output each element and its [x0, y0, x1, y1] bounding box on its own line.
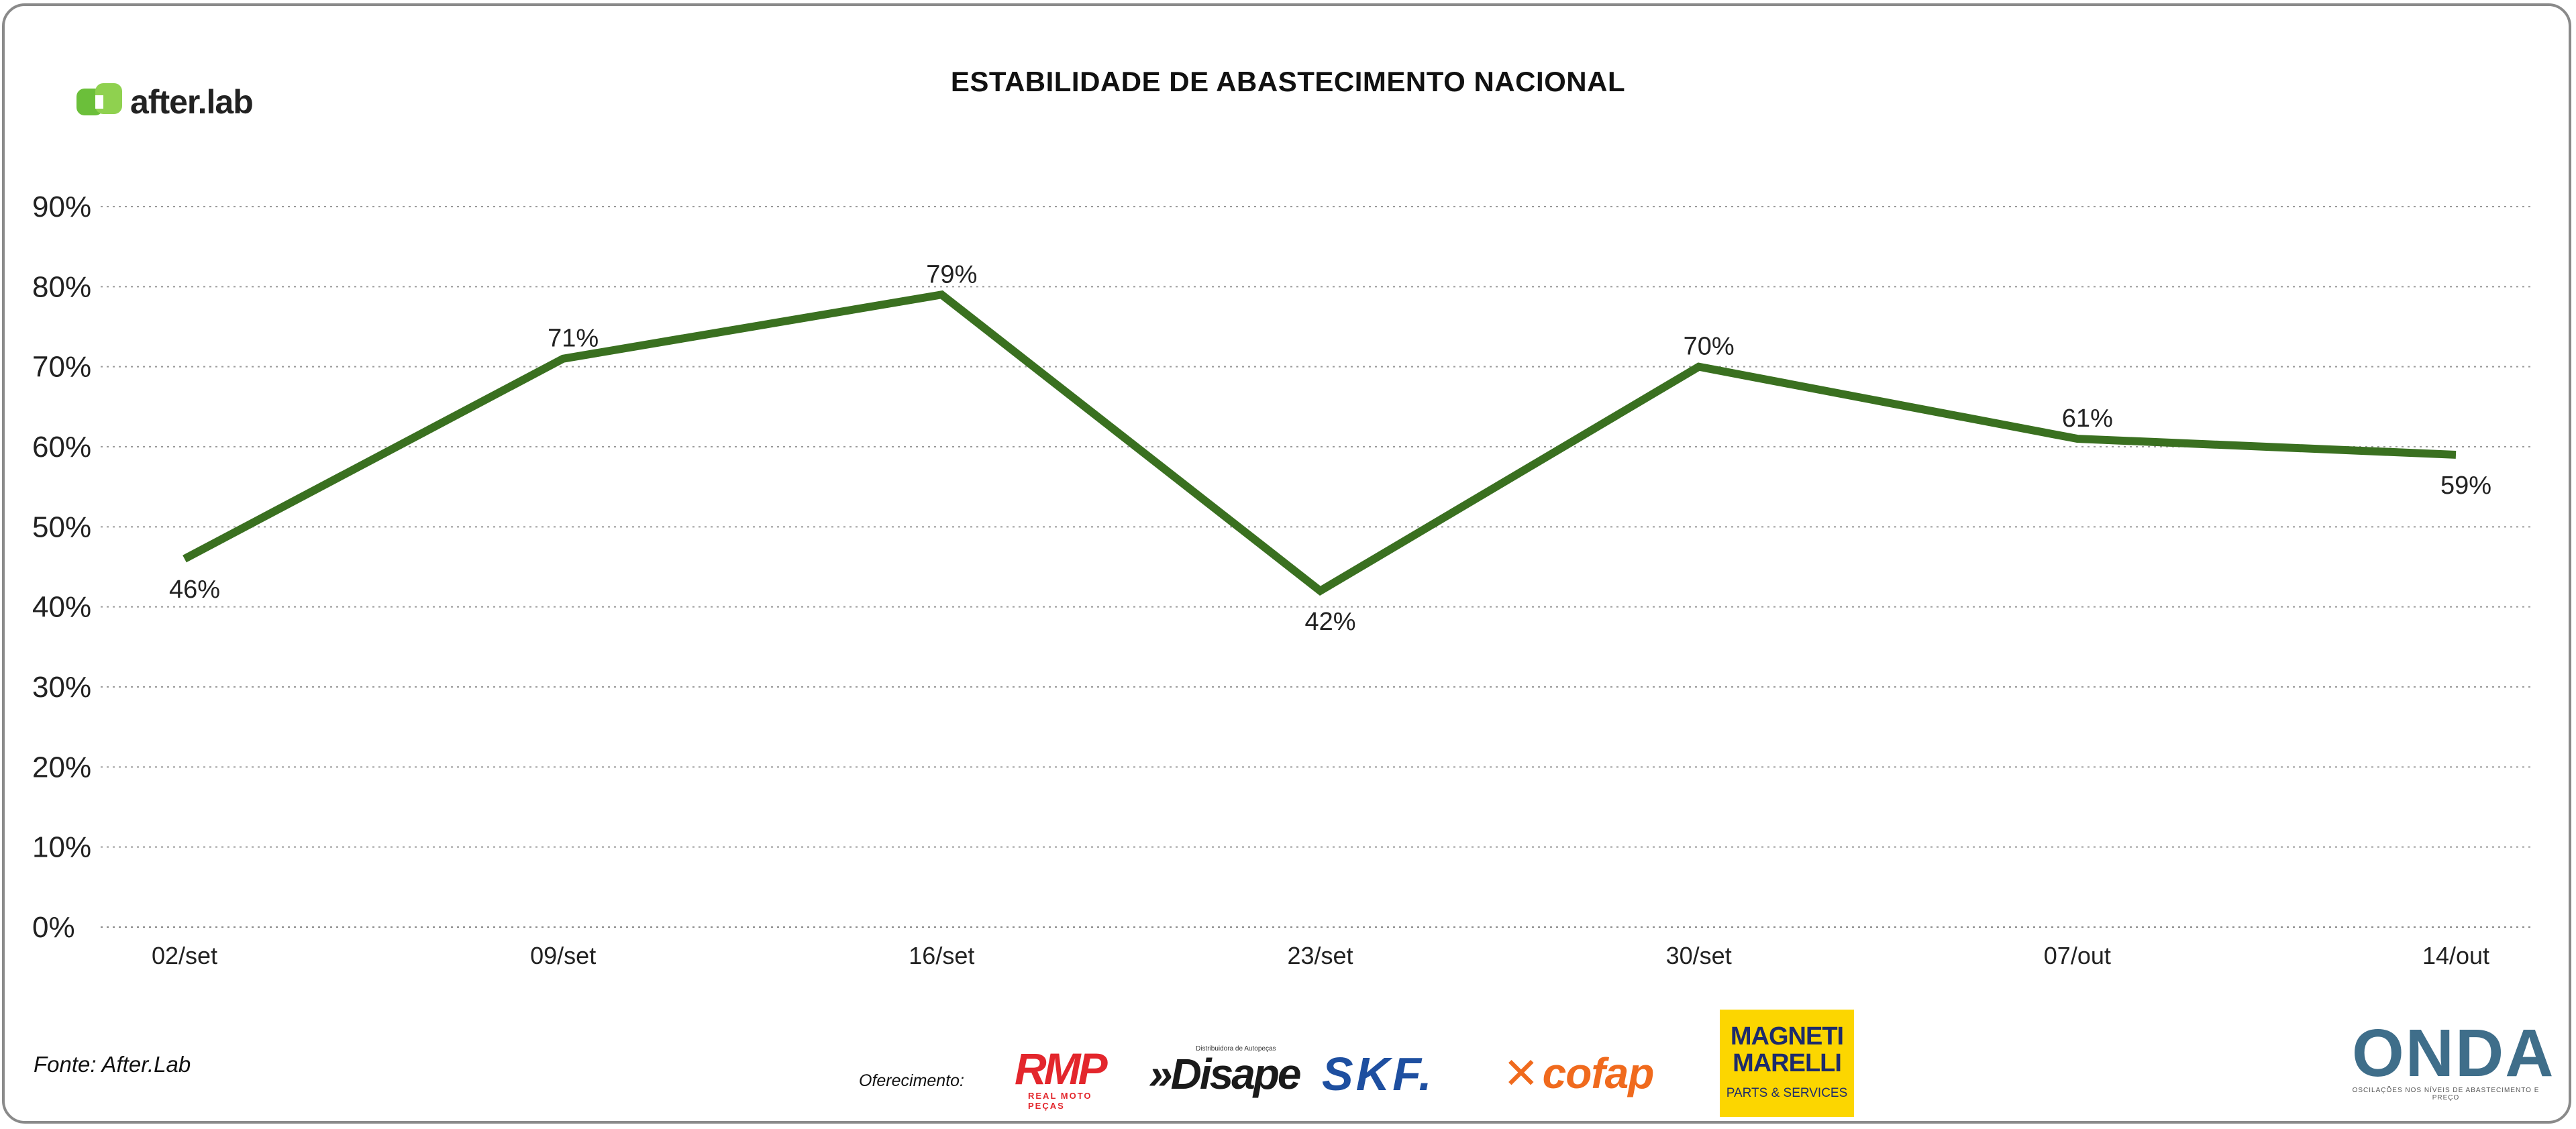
y-tick-label: 40%	[32, 591, 91, 624]
x-tick-label: 07/out	[2044, 942, 2111, 969]
cofap-mark-icon: ✕	[1503, 1049, 1539, 1097]
chart-title: ESTABILIDADE DE ABASTECIMENTO NACIONAL	[950, 66, 1626, 97]
y-tick-label: 30%	[32, 671, 91, 704]
x-tick-label: 30/set	[1666, 942, 1732, 969]
x-tick-label: 14/out	[2422, 942, 2489, 969]
data-label: 70%	[1684, 333, 1735, 361]
sponsor-cofap-logo: ✕cofap	[1503, 1049, 1655, 1097]
y-tick-label: 50%	[32, 510, 91, 543]
data-label: 61%	[2062, 405, 2113, 433]
rmp-name: RMP	[1015, 1044, 1108, 1093]
disape-tag: Distribuidora de Autopeças	[1196, 1045, 1276, 1053]
y-tick-label: 60%	[32, 431, 91, 464]
brand-name: after.lab	[130, 83, 254, 121]
sponsor-disape-logo: Distribuidora de Autopeças »Disape	[1149, 1045, 1303, 1095]
data-label: 46%	[169, 576, 220, 604]
cofap-name: cofap	[1542, 1049, 1655, 1097]
data-label: 79%	[926, 260, 977, 288]
afterlab-logo-icon	[76, 83, 122, 115]
rmp-sub: REAL MOTO PEÇAS	[1028, 1091, 1092, 1111]
y-tick-label: 0%	[32, 911, 75, 944]
x-tick-label: 16/set	[909, 942, 974, 969]
data-label: 59%	[2440, 472, 2491, 500]
x-tick-label: 02/set	[152, 942, 217, 969]
sponsored-label: Oferecimento:	[859, 1071, 965, 1090]
y-tick-label: 80%	[32, 270, 91, 303]
onda-logo: ONDA OSCILAÇÕES NOS NÍVEIS DE ABASTECIME…	[2352, 1016, 2555, 1101]
sponsor-magneti-marelli-logo: MAGNETI MARELLI PARTS & SERVICES	[1720, 1010, 1854, 1117]
sponsor-skf-logo: SKF.	[1322, 1048, 1435, 1100]
y-tick-label: 20%	[32, 751, 91, 784]
y-tick-label: 10%	[32, 831, 91, 864]
y-tick-label: 90%	[32, 191, 91, 223]
sponsor-rmp-logo: RMP REAL MOTO PEÇAS	[1015, 1046, 1132, 1111]
source-note: Fonte: After.Lab	[34, 1052, 191, 1077]
y-tick-label: 70%	[32, 351, 91, 384]
disape-name: »Disape	[1149, 1050, 1301, 1098]
x-tick-label: 23/set	[1287, 942, 1353, 969]
magneti-name: MAGNETI MARELLI	[1730, 1022, 1844, 1077]
data-label: 42%	[1304, 608, 1355, 636]
data-label: 71%	[548, 325, 599, 353]
x-tick-label: 09/set	[530, 942, 596, 969]
brand-logo: after.lab	[75, 82, 254, 122]
onda-name: ONDA	[2352, 1016, 2555, 1091]
onda-sub: OSCILAÇÕES NOS NÍVEIS DE ABASTECIMENTO E…	[2352, 1087, 2540, 1101]
magneti-sub: PARTS & SERVICES	[1726, 1086, 1848, 1100]
series-line	[183, 290, 2457, 596]
